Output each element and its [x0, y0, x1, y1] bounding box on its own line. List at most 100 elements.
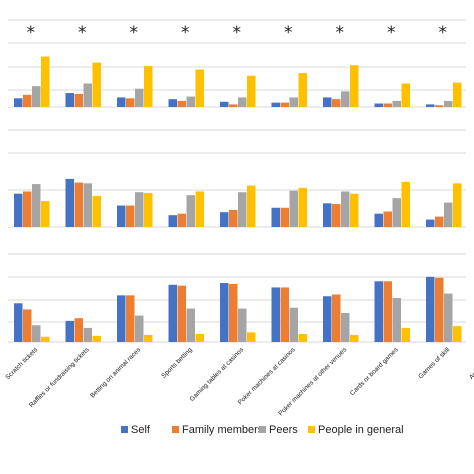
bar-panel2-people-in-general-5: [247, 185, 256, 227]
markers-layer: * * * * * * * * *: [27, 23, 448, 43]
bar-panel1-family-members-6: [280, 102, 289, 107]
bar-panel2-self-5: [220, 212, 229, 227]
category-label-2: Raffles or fundraising tickets: [28, 346, 91, 409]
bar-panel1-people-in-general-7: [350, 65, 359, 107]
bar-panel1-people-in-general-5: [247, 75, 256, 107]
category-label-3: Betting on animal races: [89, 346, 143, 400]
bar-panel3-family-members-8: [383, 281, 392, 342]
bar-panel3-people-in-general-4: [195, 334, 204, 342]
bar-panel3-family-members-5: [229, 283, 238, 342]
bar-panel3-family-members-1: [23, 309, 32, 342]
bar-panel3-peers-9: [444, 293, 453, 342]
bar-panel1-self-2: [65, 93, 74, 107]
bar-panel1-peers-5: [238, 97, 247, 107]
category-label-10: Arcade games: [468, 346, 474, 381]
significance-marker-6: *: [284, 23, 293, 43]
bar-panel1-self-7: [323, 97, 332, 107]
bar-panel3-people-in-general-1: [41, 336, 50, 342]
bar-panel2-people-in-general-3: [144, 192, 153, 227]
bar-panel1-people-in-general-8: [401, 83, 410, 107]
bar-panel3-family-members-9: [435, 277, 444, 342]
bar-panel3-self-2: [65, 320, 74, 342]
bar-panel3-family-members-7: [332, 294, 341, 342]
legend-swatch-family-members: [172, 426, 179, 433]
bar-panel3-peers-8: [392, 298, 401, 342]
bar-panel3-family-members-2: [74, 318, 83, 342]
significance-marker-1: *: [27, 23, 36, 43]
bar-panel2-self-3: [117, 205, 126, 227]
bar-panel3-peers-1: [32, 325, 41, 342]
bar-panel1-family-members-4: [177, 100, 186, 107]
category-label-9: Games of skill: [417, 346, 451, 380]
bar-panel3-self-3: [117, 295, 126, 342]
bar-panel2-family-members-5: [229, 209, 238, 227]
bar-panel1-self-1: [14, 98, 23, 107]
bar-panel2-people-in-general-8: [401, 181, 410, 227]
bar-panel2-family-members-9: [435, 216, 444, 227]
bar-panel1-family-members-9: [435, 105, 444, 107]
bar-panel3-peers-2: [83, 327, 92, 342]
bar-panel2-peers-4: [186, 195, 195, 227]
significance-marker-8: *: [387, 23, 396, 43]
bar-panel1-peers-6: [289, 97, 298, 107]
bar-panel2-peers-7: [341, 191, 350, 227]
bar-panel1-people-in-general-1: [41, 56, 50, 107]
bar-panel1-peers-8: [392, 100, 401, 107]
significance-marker-4: *: [181, 23, 190, 43]
significance-marker-9: *: [439, 23, 448, 43]
legend-label-family-members: Family members: [182, 424, 264, 436]
bar-panel2-peers-9: [444, 202, 453, 227]
bar-panel2-self-9: [426, 219, 435, 227]
bars-layer: [14, 56, 462, 342]
legend-label-self: Self: [131, 424, 151, 436]
legend-swatch-self: [121, 426, 128, 433]
bar-panel2-family-members-3: [126, 205, 135, 227]
bar-panel1-people-in-general-3: [144, 66, 153, 107]
bar-panel3-self-6: [271, 287, 280, 342]
bar-panel2-self-8: [374, 213, 383, 227]
bar-panel1-family-members-3: [126, 98, 135, 107]
bar-panel1-self-4: [168, 99, 177, 107]
category-label-8: Cards or board games: [349, 346, 400, 397]
bar-panel3-self-8: [374, 281, 383, 342]
bar-panel2-self-7: [323, 203, 332, 227]
bar-panel3-people-in-general-5: [247, 332, 256, 342]
bar-panel1-peers-1: [32, 86, 41, 107]
legend-layer: Self Family members Peers People in general: [121, 424, 404, 436]
bar-panel1-self-6: [271, 102, 280, 107]
significance-marker-3: *: [130, 23, 139, 43]
category-label-1: Scratch tickets: [4, 346, 39, 381]
bar-panel1-people-in-general-2: [92, 62, 101, 107]
bar-panel3-people-in-general-3: [144, 334, 153, 342]
bar-panel3-self-7: [323, 296, 332, 342]
bar-panel2-self-4: [168, 215, 177, 227]
bar-panel3-people-in-general-2: [92, 335, 101, 342]
bar-panel2-people-in-general-2: [92, 195, 101, 227]
bar-panel2-peers-5: [238, 192, 247, 227]
legend-swatch-peers: [259, 426, 266, 433]
bar-panel3-peers-6: [289, 307, 298, 342]
bar-panel1-peers-7: [341, 91, 350, 107]
bar-panel1-self-9: [426, 104, 435, 107]
bar-panel2-people-in-general-6: [298, 187, 307, 227]
bar-panel1-family-members-7: [332, 99, 341, 107]
bar-panel2-self-2: [65, 178, 74, 227]
bar-panel2-peers-1: [32, 184, 41, 227]
significance-marker-7: *: [336, 23, 345, 43]
bar-panel3-peers-7: [341, 312, 350, 342]
bar-panel1-family-members-8: [383, 103, 392, 107]
bar-panel3-people-in-general-8: [401, 327, 410, 342]
bar-panel1-peers-3: [135, 88, 144, 107]
bar-panel2-family-members-1: [23, 191, 32, 227]
bar-panel2-self-1: [14, 193, 23, 227]
bar-panel2-peers-6: [289, 190, 298, 227]
significance-marker-2: *: [78, 23, 87, 43]
bar-panel1-peers-4: [186, 96, 195, 107]
category-label-6: Poker machines at casinos: [237, 346, 297, 406]
bar-panel3-peers-4: [186, 308, 195, 342]
bar-panel2-peers-8: [392, 198, 401, 227]
bar-panel3-family-members-4: [177, 285, 186, 342]
